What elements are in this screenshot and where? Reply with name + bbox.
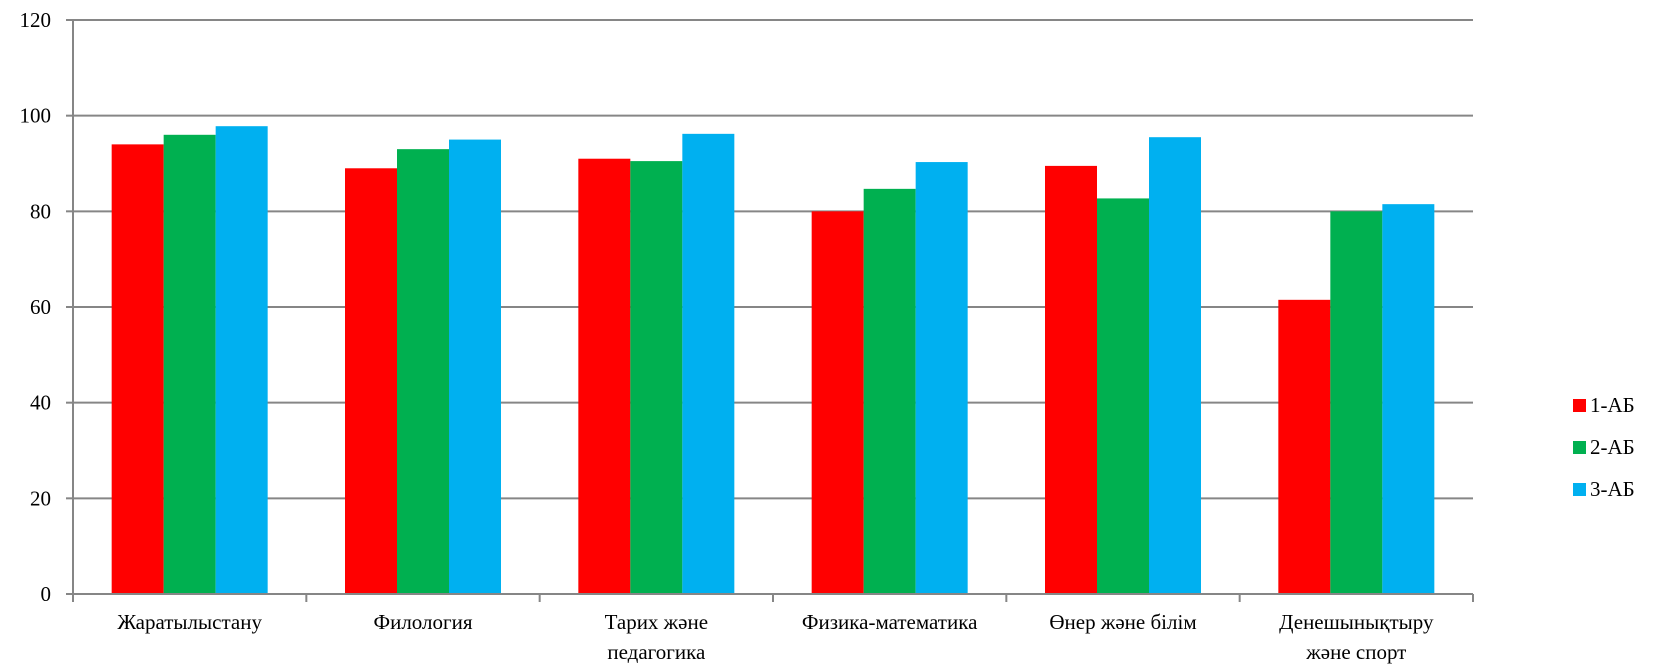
bar-3-АБ-3 — [682, 133, 735, 595]
bar-2-АБ-1 — [163, 134, 216, 595]
x-category-label: Денешынықтыру және спорт — [1279, 610, 1434, 664]
y-tick-label: 100 — [20, 104, 52, 128]
y-axis-tick-labels: 0 20 40 60 80 100 120 — [20, 8, 52, 606]
bars — [111, 126, 1435, 595]
axes — [66, 19, 1474, 602]
bar-3-АБ-2 — [449, 139, 501, 595]
x-category-label-line: Денешынықтыру — [1279, 610, 1434, 634]
bar-2-АБ-6 — [1330, 211, 1383, 595]
gridlines — [73, 19, 1473, 500]
bar-2-АБ-5 — [1097, 198, 1149, 594]
legend-swatch — [1573, 399, 1586, 412]
legend-label: 1-АБ — [1590, 393, 1635, 417]
legend-swatch — [1573, 483, 1586, 496]
x-category-label: Өнер және білім — [1049, 610, 1196, 634]
legend-label: 3-АБ — [1590, 477, 1635, 501]
bar-2-АБ-3 — [630, 161, 683, 594]
legend-swatch — [1573, 441, 1586, 454]
x-category-label-line: және спорт — [1305, 640, 1406, 664]
bar-3-АБ-5 — [1149, 137, 1201, 595]
bar-2-АБ-4 — [863, 188, 916, 594]
x-category-label-line: Өнер және білім — [1049, 610, 1196, 634]
x-category-label-line: Физика-математика — [802, 610, 978, 634]
y-tick-label: 0 — [41, 582, 52, 606]
x-category-label-line: Жаратылыстану — [117, 610, 262, 634]
bar-1-АБ-4 — [811, 211, 864, 595]
x-category-label: Тарих және педагогика — [605, 610, 709, 664]
x-category-label-line: педагогика — [607, 640, 706, 664]
bar-1-АБ-5 — [1045, 165, 1097, 594]
bar-1-АБ-6 — [1278, 299, 1331, 594]
x-category-label: Жаратылыстану — [117, 610, 262, 634]
x-category-label-line: Тарих және — [605, 610, 709, 634]
legend: 1-АБ 2-АБ 3-АБ — [1573, 393, 1635, 501]
y-tick-label: 120 — [20, 8, 52, 32]
y-tick-label: 80 — [30, 199, 51, 223]
bar-1-АБ-3 — [578, 158, 631, 594]
bar-3-АБ-1 — [215, 126, 268, 594]
bar-1-АБ-1 — [111, 144, 164, 594]
legend-label: 2-АБ — [1590, 435, 1635, 459]
bar-2-АБ-2 — [397, 149, 449, 594]
bar-1-АБ-2 — [345, 168, 397, 595]
y-tick-label: 60 — [30, 295, 51, 319]
bar-3-АБ-4 — [915, 162, 968, 594]
bar-3-АБ-6 — [1382, 204, 1435, 595]
x-category-label: Филология — [373, 610, 472, 634]
x-category-label-line: Филология — [373, 610, 472, 634]
y-tick-label: 40 — [30, 391, 51, 415]
x-axis-category-labels: Жаратылыстану Филология Тарих және педагоги… — [117, 610, 1434, 664]
x-category-label: Физика-математика — [802, 610, 978, 634]
y-tick-label: 20 — [30, 486, 51, 510]
